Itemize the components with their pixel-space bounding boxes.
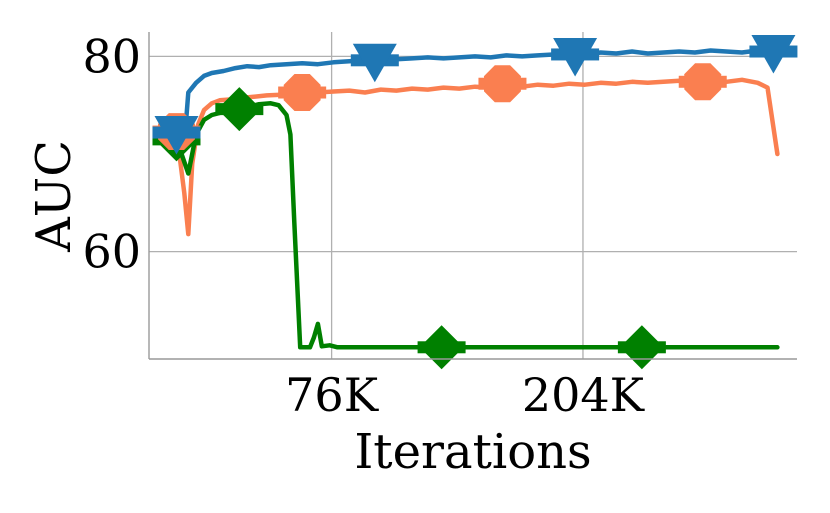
series-2-marker-shape: [619, 325, 664, 370]
axes: [148, 32, 797, 360]
series-0-marker: [551, 37, 600, 77]
series-2-marker-shape: [217, 87, 262, 132]
series-2-marker: [617, 325, 666, 370]
series-0-marker: [350, 43, 399, 83]
y-tick-label: 80: [82, 29, 141, 83]
series-2-marker: [417, 325, 466, 370]
series-1-marker-shape: [684, 63, 722, 101]
tick-labels: 76K 204K 60 80: [82, 29, 645, 422]
marker-layer: [152, 35, 798, 370]
series-line-2: [174, 101, 780, 350]
series-1-marker: [678, 63, 727, 101]
series-2-marker: [215, 87, 264, 132]
series-0-marker-shape: [553, 37, 598, 77]
series-line-1: [174, 77, 780, 237]
series-1-marker-shape: [484, 65, 521, 103]
x-axis-label: Iterations: [354, 424, 591, 480]
y-axis-label: AUC: [26, 140, 82, 253]
series-1-marker: [278, 74, 327, 111]
y-tick-label: 60: [82, 225, 141, 279]
series-0-marker: [152, 116, 201, 155]
x-tick-label: 76K: [285, 368, 380, 422]
series-2-marker-shape: [419, 325, 464, 370]
series-0-marker-shape: [154, 116, 199, 155]
series-1-marker: [478, 65, 527, 103]
series-0-marker-shape: [352, 43, 397, 83]
series-0-marker-shape: [751, 35, 796, 74]
series-line-0: [174, 48, 784, 147]
series-0-marker: [749, 35, 798, 74]
series-1-marker-shape: [283, 74, 321, 111]
x-tick-label: 204K: [522, 368, 646, 422]
